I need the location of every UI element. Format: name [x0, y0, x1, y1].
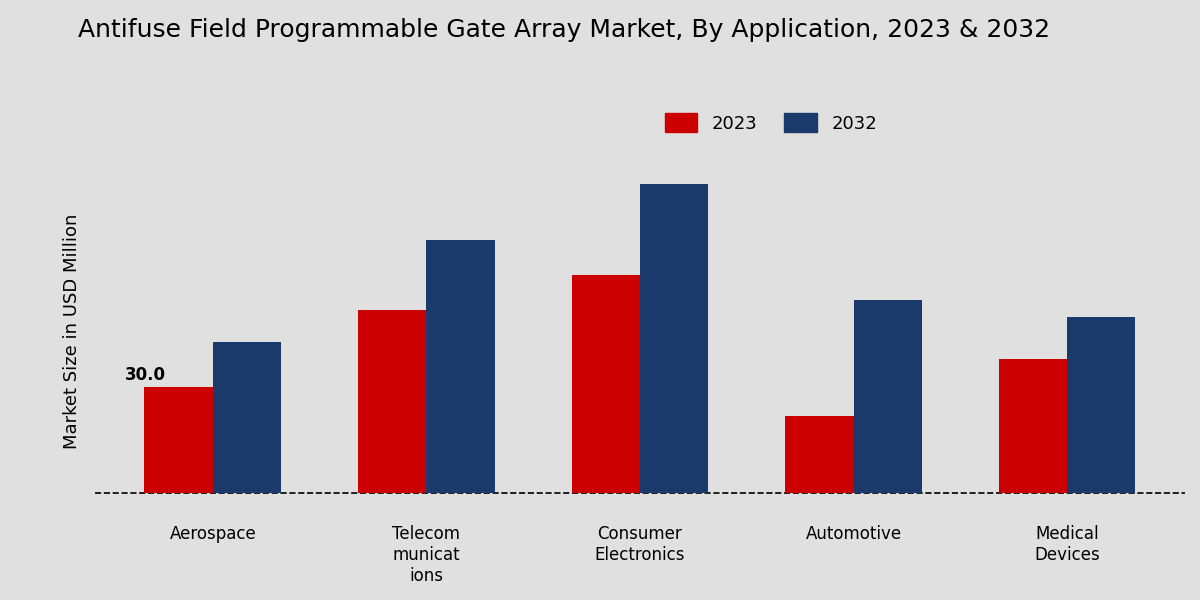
- Bar: [1067, 317, 1135, 493]
- Text: Antifuse Field Programmable Gate Array Market, By Application, 2023 & 2032: Antifuse Field Programmable Gate Array M…: [78, 18, 1050, 42]
- Bar: [640, 184, 708, 493]
- Bar: [571, 275, 640, 493]
- Y-axis label: Market Size in USD Million: Market Size in USD Million: [62, 214, 82, 449]
- Bar: [853, 300, 922, 493]
- Bar: [144, 388, 212, 493]
- Bar: [998, 359, 1067, 493]
- Bar: [785, 416, 853, 493]
- Bar: [358, 310, 426, 493]
- Bar: [212, 342, 281, 493]
- Text: 30.0: 30.0: [125, 367, 167, 385]
- Legend: 2023, 2032: 2023, 2032: [658, 106, 884, 140]
- Bar: [426, 241, 494, 493]
